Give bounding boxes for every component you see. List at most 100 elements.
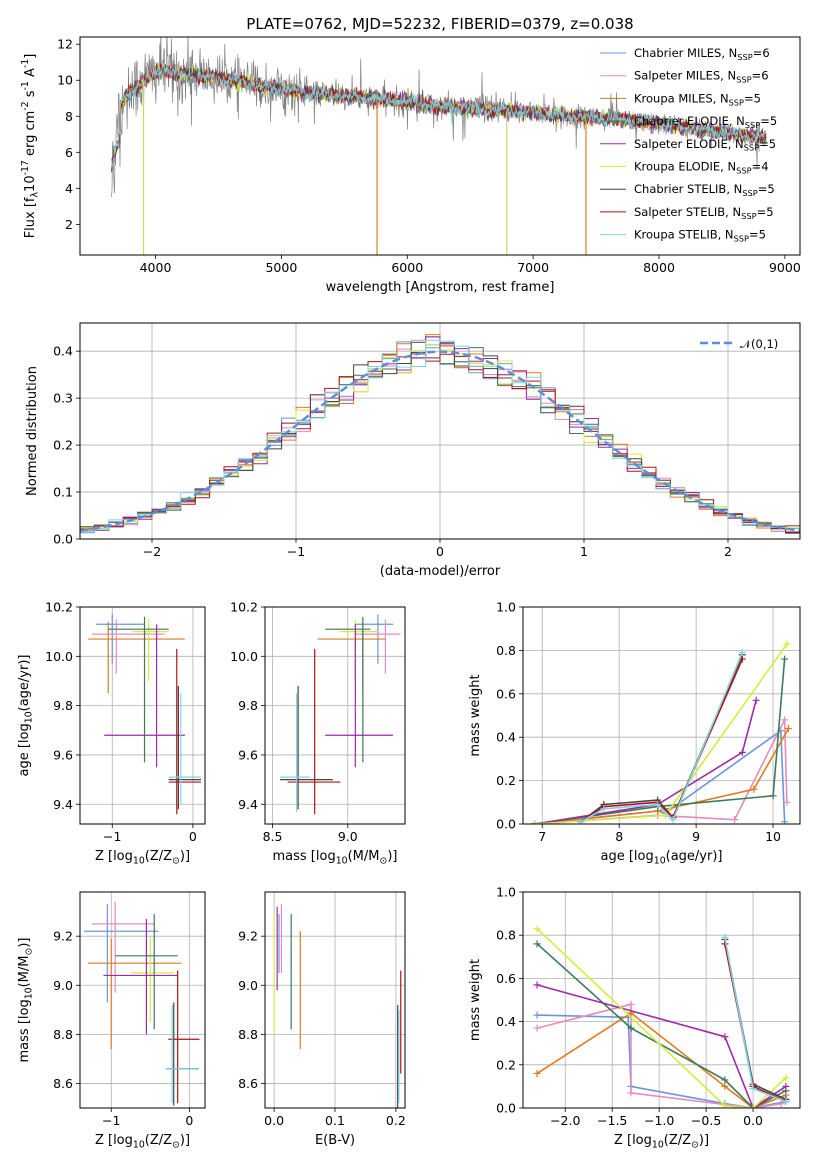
text-span: 10 — [133, 855, 145, 866]
x-axis-label: (data-model)/error — [380, 564, 501, 579]
text-span: 10 — [23, 711, 34, 723]
text-span: mass [log — [17, 999, 32, 1062]
spectrum-panel: 4000 5000 6000 7000 8000 9000 2 4 6 8 10 12 waveleng… — [20, 15, 801, 295]
text-span: Chabrier MILES, N — [634, 46, 737, 60]
plus-marker — [783, 798, 791, 806]
mass-weight-line — [536, 943, 787, 1108]
x-tick-label: −1 — [103, 829, 121, 844]
plus-marker — [533, 1024, 541, 1032]
mass-weight-line — [724, 937, 787, 1103]
y-tick-label: 0.0 — [496, 817, 516, 832]
plus-marker — [750, 785, 758, 793]
y-axis-label: Normed distribution — [25, 366, 40, 496]
x-tick-label: −1.5 — [597, 1113, 627, 1128]
x-tick-label: 7000 — [517, 260, 549, 275]
legend-label: Salpeter STELIB, NSSP=5 — [634, 205, 774, 221]
text-span: =6 — [753, 46, 770, 60]
text-span: age [log — [601, 849, 654, 864]
x-axis-label: Z [log10(Z/Z⊙)] — [95, 849, 190, 866]
text-span: λ — [29, 191, 40, 197]
text-span: SSP — [734, 233, 749, 243]
y-tick-label: 0.2 — [496, 773, 516, 788]
x-tick-label: 1 — [580, 544, 588, 559]
x-tick-label: −2 — [143, 544, 161, 559]
plus-marker — [769, 792, 777, 800]
axes-frame — [79, 891, 206, 1109]
text-span: Salpeter STELIB, N — [634, 205, 741, 219]
y-axis-label: Flux [fλ10-17 erg cm-2 s-1 A-1] — [20, 54, 40, 239]
x-tick-label: 0 — [185, 1113, 193, 1128]
text-span: ⊙ — [172, 1139, 180, 1150]
axes-frame — [79, 606, 206, 825]
plus-marker — [781, 716, 789, 724]
y-tick-label: 9.2 — [238, 929, 258, 944]
mass-weight-line — [534, 728, 790, 824]
legend-label: Salpeter ELODIE, NSSP=5 — [634, 137, 776, 153]
plus-marker — [731, 816, 739, 824]
plus-marker — [627, 1089, 635, 1097]
histogram-series — [80, 339, 800, 535]
plus-marker — [669, 816, 677, 824]
legend-label: 𝒩(0,1) — [740, 337, 778, 351]
x-tick-label: 0 — [189, 829, 197, 844]
x-tick-label: 0.1 — [325, 1113, 345, 1128]
text-span: =5 — [760, 114, 777, 128]
text-span: (data-model)/error — [380, 564, 501, 579]
text-span: Salpeter MILES, N — [634, 69, 736, 83]
text-span: 10 — [23, 175, 38, 192]
plus-marker — [721, 1076, 729, 1084]
text-span: 𝒩(0,1) — [740, 337, 778, 351]
x-tick-label: −2.0 — [550, 1113, 580, 1128]
plot-area — [531, 640, 792, 824]
y-tick-label: 1.0 — [496, 885, 516, 900]
text-span: -17 — [20, 160, 31, 175]
y-axis-label: age [log10(age/yr)] — [17, 655, 34, 777]
x-axis-label: Z [log10(Z/Z⊙)] — [95, 1133, 190, 1150]
y-tick-label: 8 — [65, 109, 73, 124]
text-span: )] — [180, 849, 190, 864]
text-span: =5 — [749, 228, 766, 242]
axes-frame — [264, 606, 406, 825]
text-span: -2 — [20, 101, 31, 110]
plus-marker — [721, 1082, 729, 1090]
plus-marker — [781, 818, 789, 824]
text-span: erg cm — [23, 111, 38, 160]
plot-area — [80, 334, 800, 536]
mass-weight-line — [534, 659, 786, 824]
text-span: ] — [23, 54, 38, 59]
plus-marker — [782, 1074, 790, 1082]
text-span: )] — [699, 1133, 709, 1148]
text-span: )] — [387, 849, 397, 864]
plus-marker — [577, 818, 585, 824]
plus-marker — [721, 933, 729, 941]
mass-weight-line — [724, 943, 787, 1103]
y-tick-label: 8.8 — [53, 1027, 73, 1042]
legend-label: Kroupa ELODIE, NSSP=4 — [634, 160, 769, 176]
text-span: SSP — [736, 165, 751, 175]
model-spectrum-line — [111, 63, 767, 173]
y-tick-label: 0.0 — [53, 532, 73, 547]
y-tick-label: 10.0 — [45, 649, 73, 664]
x-tick-label: 8000 — [643, 260, 675, 275]
text-span: =5 — [758, 182, 775, 196]
y-tick-label: 10.2 — [230, 600, 258, 615]
x-tick-label: 4000 — [140, 260, 172, 275]
text-span: ⊙ — [172, 855, 180, 866]
text-span: Chabrier ELODIE, N — [634, 114, 745, 128]
y-tick-label: 0.6 — [496, 971, 516, 986]
plot-area — [280, 614, 401, 815]
text-span: (M/M — [17, 956, 32, 988]
text-span: (age/yr)] — [17, 655, 32, 712]
plot-area — [111, 37, 767, 255]
y-tick-label: 12 — [57, 37, 73, 52]
legend-label: Chabrier ELODIE, NSSP=5 — [634, 114, 777, 130]
x-tick-label: −0.5 — [691, 1113, 721, 1128]
text-span: )] — [17, 938, 32, 948]
y-axis-label: mass weight — [468, 959, 483, 1041]
x-tick-label: 6000 — [391, 260, 423, 275]
plus-marker — [533, 940, 541, 948]
text-span: s — [23, 90, 38, 101]
text-span: 10 — [133, 1139, 145, 1150]
y-tick-label: 0.1 — [53, 485, 73, 500]
